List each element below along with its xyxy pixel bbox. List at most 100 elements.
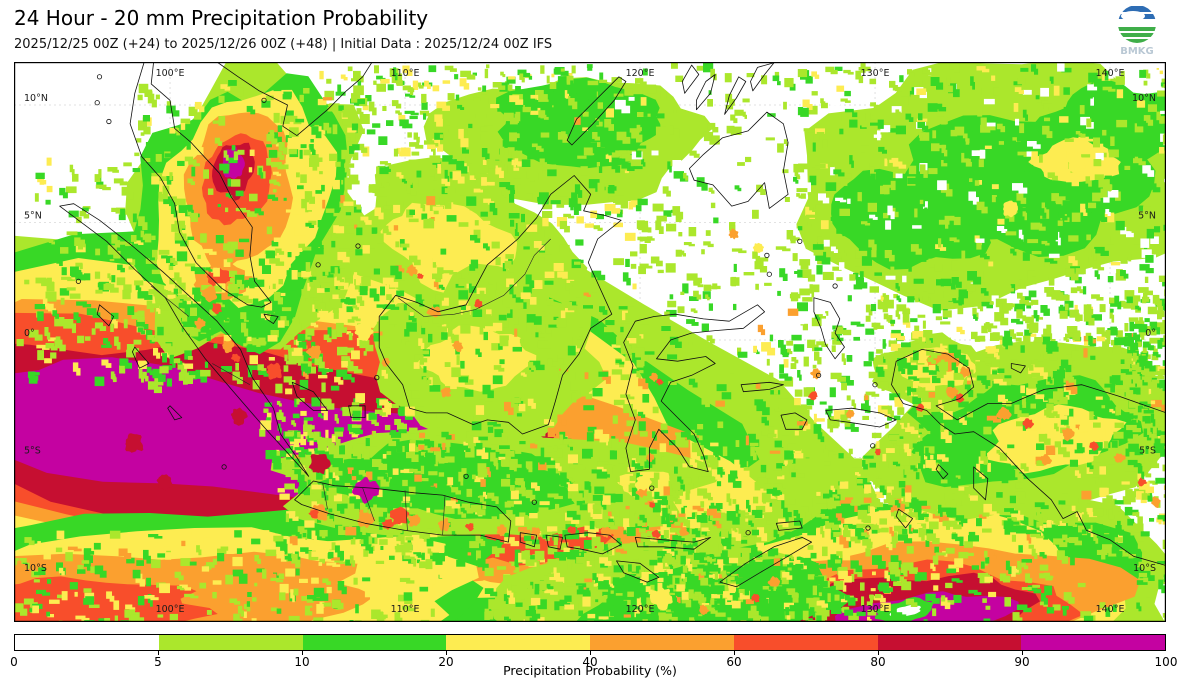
colorbar-tick <box>734 651 735 655</box>
colorbar-segment-5-10 <box>158 635 303 650</box>
colorbar-tick <box>302 651 303 655</box>
meridian-label-top: 100°E <box>156 68 185 79</box>
sumatra-border-1 <box>151 285 189 317</box>
coastline-sumba <box>616 560 660 583</box>
coastline-nias <box>96 304 114 327</box>
coastline-cebu-bohol <box>724 76 747 115</box>
colorbar-segment-80-90 <box>877 635 1022 650</box>
bmkg-logo-text: BMKG <box>1120 46 1154 57</box>
coastline-lombok <box>545 534 563 550</box>
colorbar-tick-label: 10 <box>294 655 310 669</box>
coastline-sumatra <box>59 203 310 477</box>
coastline-java <box>294 480 512 543</box>
meridian-label-top: 120°E <box>626 68 655 79</box>
precipitation-map-canvas: 100°E 100°E 110°E 110°E 120°E 120°E 130°E 130°E… <box>14 62 1166 622</box>
admin-borders <box>151 238 551 536</box>
java-border-4 <box>442 495 446 536</box>
kalimantan-border <box>397 238 551 317</box>
coastline-bintan <box>263 313 279 324</box>
parallel-label-left: 5°S <box>24 446 41 457</box>
bmkg-logo-icon: BMKG <box>1118 5 1156 57</box>
meridian-label-top: 130°E <box>861 68 890 79</box>
meridian-label-bottom: 140°E <box>1096 604 1125 615</box>
coastline-wetar <box>775 520 803 531</box>
parallel-label-left: 5°N <box>24 211 42 222</box>
parallel-label-left: 10°N <box>24 93 48 104</box>
coastline-borneo <box>378 175 622 435</box>
coastline-flores <box>634 537 711 550</box>
bmkg-logo: BMKG <box>1112 2 1162 58</box>
coastline-halmahera <box>813 297 845 360</box>
precip-blobs <box>14 62 1166 622</box>
page-subtitle: 2025/12/25 00Z (+24) to 2025/12/26 00Z (… <box>14 37 553 52</box>
colorbar-tick-labels: 0 5 10 20 40 60 80 90 100 <box>10 655 1177 670</box>
colorbar-segment-10-20 <box>302 635 447 650</box>
colorbar-tick-label: 40 <box>582 655 598 669</box>
coastline-seram <box>825 407 897 428</box>
meridian-label-top: 140°E <box>1096 68 1125 79</box>
colorbar-segment-90-100 <box>1021 635 1165 650</box>
meridian-label-bottom: 100°E <box>156 604 185 615</box>
colorbar-tick <box>158 651 159 655</box>
colorbar-tick-label: 100 <box>1154 655 1178 669</box>
coastline-belitung <box>348 405 366 418</box>
coastline-papua <box>891 349 1166 566</box>
colorbar-tick <box>590 651 591 655</box>
colorbar-segment-40-60 <box>590 635 734 650</box>
coastlines <box>59 62 1166 588</box>
colorbar-segment-60-80 <box>733 635 878 650</box>
colorbar-ticks <box>14 651 1166 656</box>
parallel-label-right: 0° <box>1145 328 1156 339</box>
coastline-pagai <box>167 405 183 421</box>
coastline-sulawesi <box>623 304 765 472</box>
grid-labels: 100°E 100°E 110°E 110°E 120°E 120°E 130°E 130°E… <box>24 68 1156 615</box>
coastline-siberut <box>132 346 150 369</box>
colorbar-tick <box>878 651 879 655</box>
meridian-label-bottom: 120°E <box>626 604 655 615</box>
colorbar <box>14 634 1166 651</box>
colorbar-tick <box>1022 651 1023 655</box>
coastline-kai <box>935 464 949 480</box>
colorbar-tick-label: 90 <box>1014 655 1030 669</box>
colorbar-segment-0-5 <box>15 635 159 650</box>
coastline-sula <box>740 381 784 393</box>
coastline-biak <box>1010 363 1026 374</box>
coastline-mindanao <box>689 111 789 209</box>
meridian-label-bottom: 110°E <box>391 604 420 615</box>
precipitation-map: 100°E 100°E 110°E 110°E 120°E 120°E 130°E 130°E… <box>14 62 1166 622</box>
coastline-buru <box>780 412 808 430</box>
precip-dots <box>125 152 1161 616</box>
parallel-label-right: 5°S <box>1139 446 1156 457</box>
coastline-negros <box>696 74 716 111</box>
coastline-indochina-coast <box>216 62 373 136</box>
colorbar-caption: Precipitation Probability (%) <box>503 663 677 678</box>
parallel-label-left: 0° <box>24 328 35 339</box>
coastline-palawan <box>566 76 627 146</box>
meridian-label-top: 110°E <box>391 68 420 79</box>
page-title: 24 Hour - 20 mm Precipitation Probabilit… <box>14 6 429 30</box>
coastline-samar-leyte <box>750 62 775 92</box>
colorbar-tick-label: 60 <box>726 655 742 669</box>
coastline-malay-peninsula <box>129 62 272 308</box>
java-border-2 <box>362 487 375 522</box>
java-border-1 <box>322 483 328 510</box>
colorbar-tick-label: 80 <box>870 655 886 669</box>
java-border-3 <box>404 490 408 531</box>
coastline-sumbawa <box>564 532 622 555</box>
parallel-label-right: 5°N <box>1138 211 1156 222</box>
coastline-tanimbar <box>895 508 913 529</box>
coastline-timor <box>719 537 812 588</box>
meridian-label-bottom: 130°E <box>861 604 890 615</box>
coastline-panay <box>681 64 700 94</box>
parallel-label-right: 10°N <box>1132 93 1156 104</box>
map-frame <box>14 62 1166 622</box>
map-layers: 100°E 100°E 110°E 110°E 120°E 120°E 130°E 130°E… <box>14 62 1166 622</box>
colorbar-segment-20-40 <box>446 635 590 650</box>
coastline-bangka <box>291 381 328 411</box>
coastline-bali <box>519 532 537 548</box>
colorbar-tick-label: 0 <box>10 655 18 669</box>
parallel-label-right: 10°S <box>1133 563 1156 574</box>
colorbar-tick-label: 20 <box>438 655 454 669</box>
sumatra-border-2 <box>212 363 251 385</box>
